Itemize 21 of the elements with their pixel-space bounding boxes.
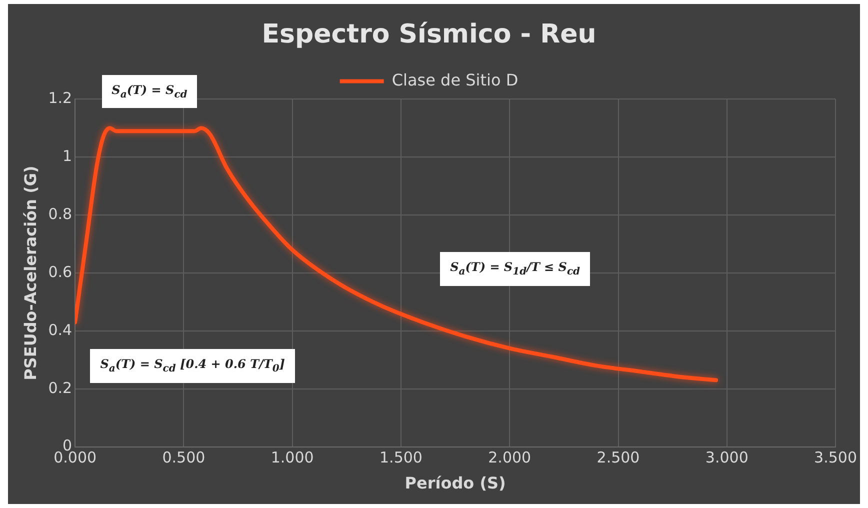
y-tick-label: 0.4 — [48, 320, 72, 339]
y-axis-title: PSEUdo-Aceleración (G) — [20, 166, 40, 380]
y-tick-label: 0.6 — [48, 262, 72, 281]
legend-label: Clase de Sitio D — [392, 70, 518, 90]
y-tick-label: 1.2 — [48, 89, 72, 108]
x-tick-label: 0.500 — [162, 448, 206, 467]
line-series — [75, 126, 718, 382]
y-tick-label: 0.2 — [48, 378, 72, 397]
x-tick-label: 1.000 — [270, 448, 314, 467]
annotation: S$_{a}$(T) = S$_{cd}$ [0.4 + 0.6 T/T$_{0}$] — [90, 349, 295, 383]
y-tick-label: 1 — [62, 147, 72, 166]
x-tick-label: 2.000 — [488, 448, 532, 467]
x-axis-title: Período (S) — [404, 474, 506, 493]
x-tick-label: 3.500 — [814, 448, 858, 467]
x-tick-label: 1.500 — [379, 448, 422, 467]
y-tick-label: 0.8 — [48, 204, 72, 223]
annotation: S$_{a}$(T) = S$_{cd}$ — [102, 74, 198, 108]
x-tick-label: 2.500 — [596, 448, 640, 467]
chart-title: Espectro Sísmico - Reu — [262, 19, 596, 50]
x-tick-label: 3.000 — [705, 448, 748, 467]
annotation: S$_{a}$(T) = S$_{1d}$/T ≤ S$_{cd}$ — [440, 252, 590, 286]
